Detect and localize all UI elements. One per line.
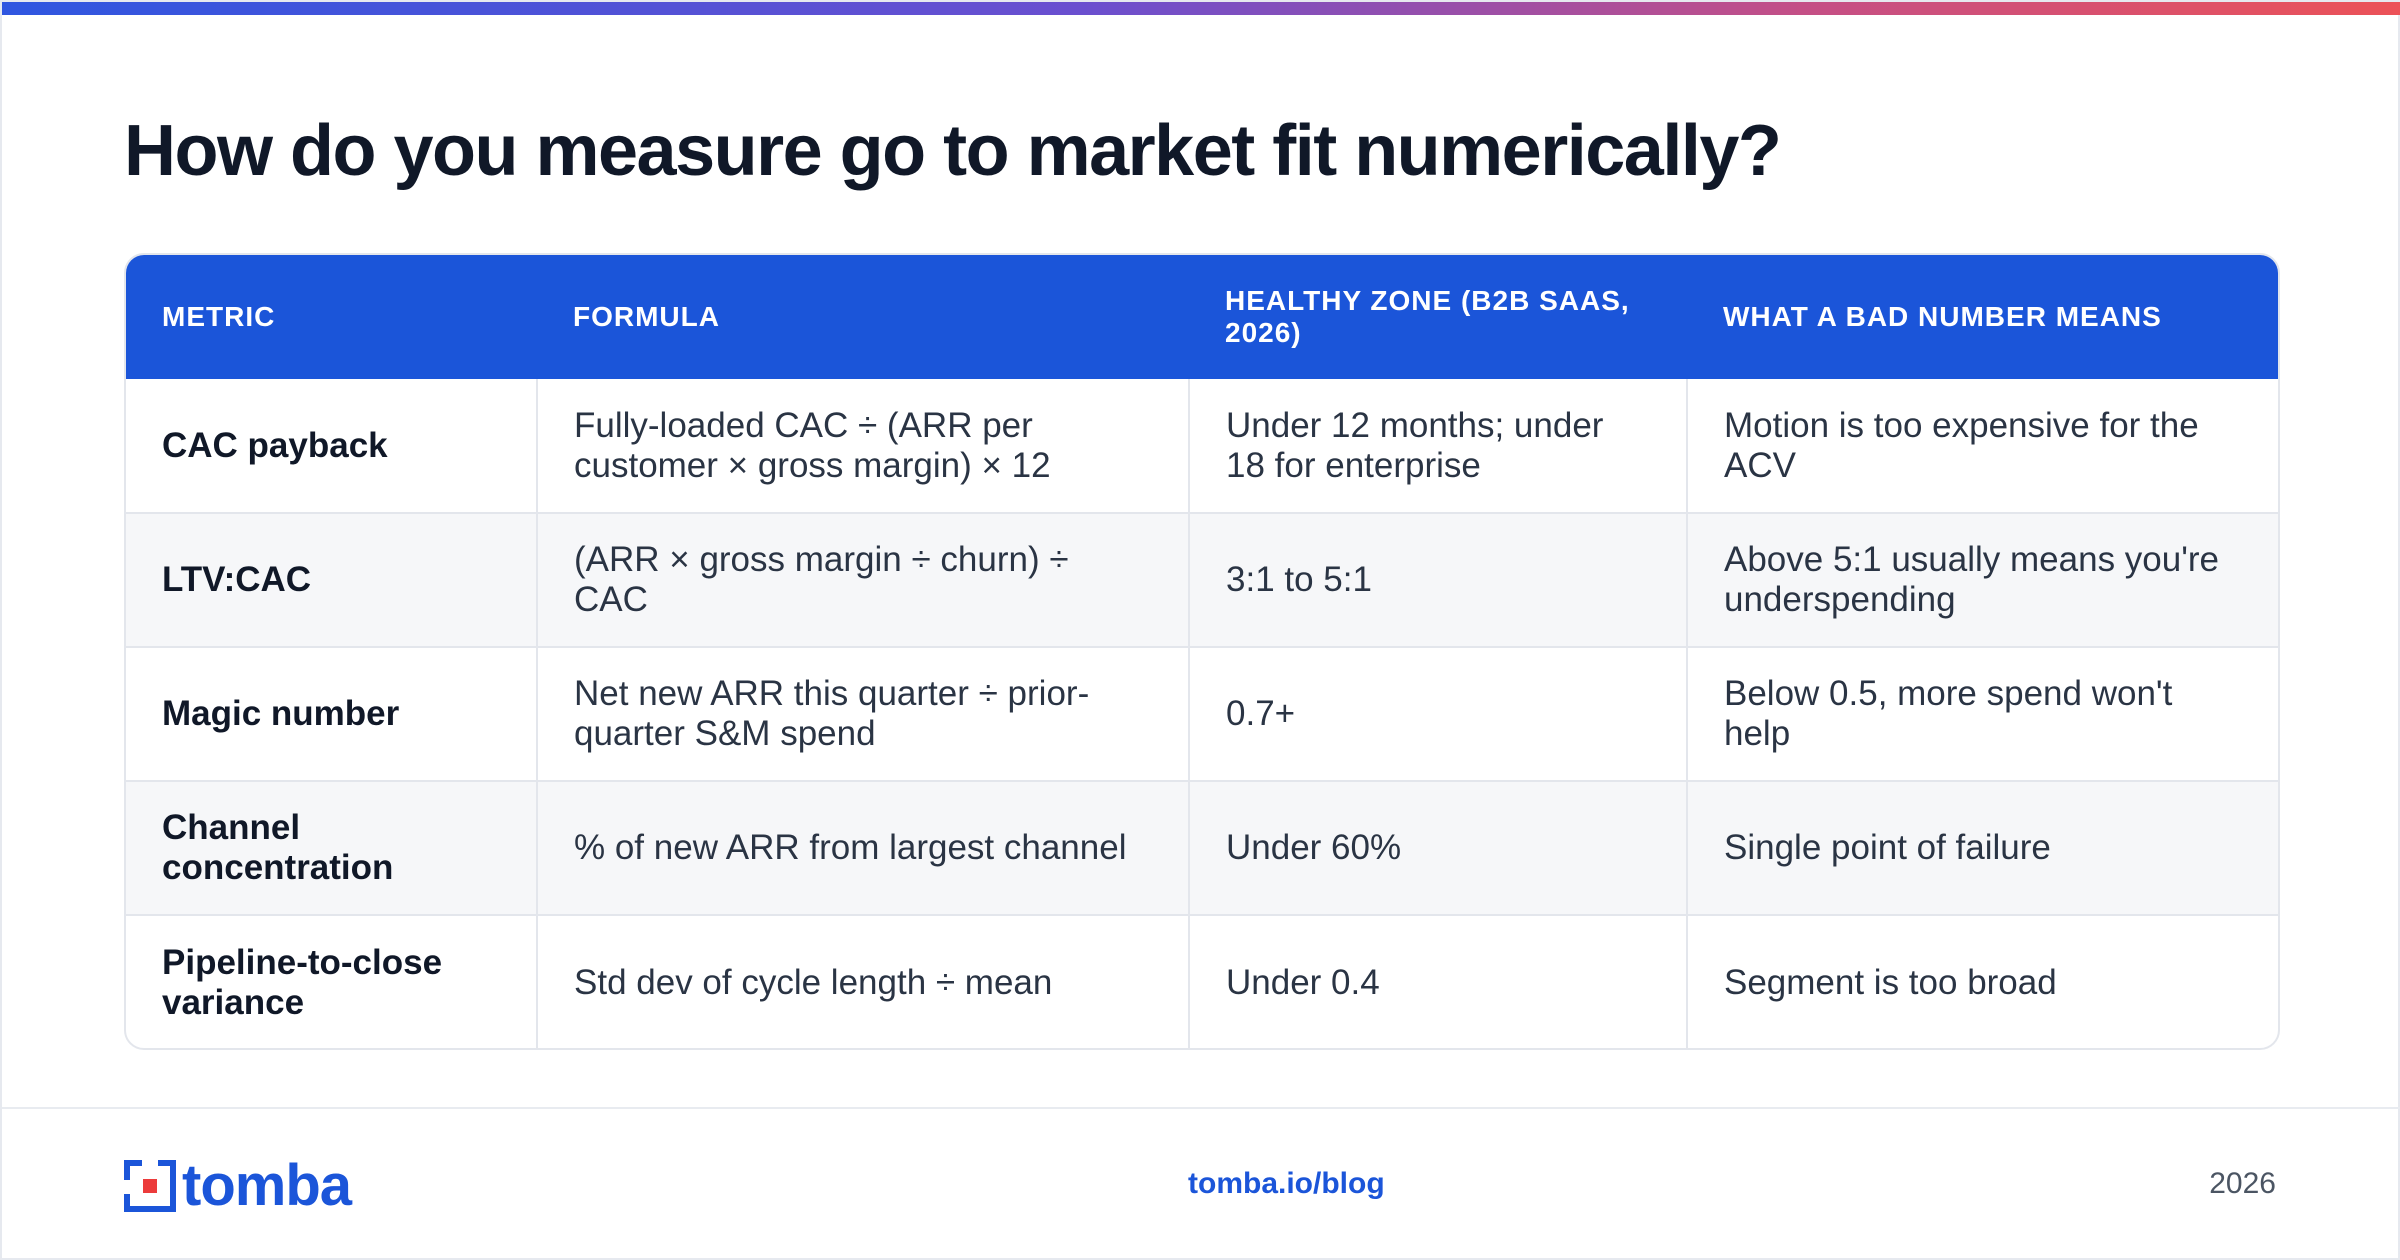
header-bad-number: WHAT A BAD NUMBER MEANS	[1687, 255, 2278, 379]
cell-formula: Fully-loaded CAC ÷ (ARR per customer × g…	[536, 379, 1189, 513]
cell-metric: LTV:CAC	[126, 512, 537, 647]
metrics-table-container: METRIC FORMULA HEALTHY ZONE (B2B SAAS, 2…	[124, 253, 2280, 1050]
footer-divider	[2, 1107, 2400, 1109]
page-title: How do you measure go to market fit nume…	[124, 111, 1782, 191]
cell-healthy-zone: 3:1 to 5:1	[1188, 512, 1687, 647]
header-healthy-zone: HEALTHY ZONE (B2B SAAS, 2026)	[1189, 255, 1687, 379]
cell-metric: CAC payback	[162, 425, 388, 465]
cell-metric: Magic number	[126, 646, 537, 781]
cell-bad-number: Segment is too broad	[1686, 914, 2278, 1048]
table-row: Pipeline-to-close variance Std dev of cy…	[126, 914, 2278, 1048]
cell-healthy-zone: Under 12 months; under 18 for enterprise	[1188, 379, 1687, 513]
footer-year: 2026	[2209, 1167, 2276, 1200]
table-row: CAC payback Fully-loaded CAC ÷ (ARR per …	[126, 379, 2278, 513]
blog-link[interactable]: tomba.io/blog	[1188, 1167, 1385, 1200]
cell-bad-number: Single point of failure	[1686, 780, 2278, 915]
cell-healthy-zone: Under 60%	[1188, 780, 1687, 915]
header-formula: FORMULA	[537, 255, 1189, 379]
gradient-top-bar	[2, 2, 2400, 15]
cell-formula: Std dev of cycle length ÷ mean	[536, 914, 1189, 1048]
table-row: Channel concentration % of new ARR from …	[126, 780, 2278, 915]
tomba-logo: tomba	[124, 1153, 352, 1218]
cell-formula: Net new ARR this quarter ÷ prior-quarter…	[536, 646, 1189, 781]
cell-bad-number: Below 0.5, more spend won't help	[1686, 646, 2278, 781]
table-row: LTV:CAC (ARR × gross margin ÷ churn) ÷ C…	[126, 512, 2278, 647]
cell-metric: Pipeline-to-close variance	[126, 914, 537, 1048]
cell-formula: % of new ARR from largest channel	[536, 780, 1189, 915]
cell-healthy-zone: 0.7+	[1188, 646, 1687, 781]
tomba-logo-icon	[124, 1160, 176, 1212]
cell-healthy-zone: Under 0.4	[1188, 914, 1687, 1048]
table-header-row: METRIC FORMULA HEALTHY ZONE (B2B SAAS, 2…	[126, 255, 2278, 379]
table-row: Magic number Net new ARR this quarter ÷ …	[126, 646, 2278, 781]
header-metric: METRIC	[126, 255, 537, 379]
metrics-table: METRIC FORMULA HEALTHY ZONE (B2B SAAS, 2…	[126, 255, 2278, 1048]
cell-bad-number: Motion is too expensive for the ACV	[1686, 379, 2278, 513]
logo-wordmark: tomba	[182, 1153, 352, 1218]
cell-metric: Channel concentration	[126, 780, 537, 915]
cell-bad-number: Above 5:1 usually means you're underspen…	[1686, 512, 2278, 647]
cell-formula: (ARR × gross margin ÷ churn) ÷ CAC	[536, 512, 1189, 647]
